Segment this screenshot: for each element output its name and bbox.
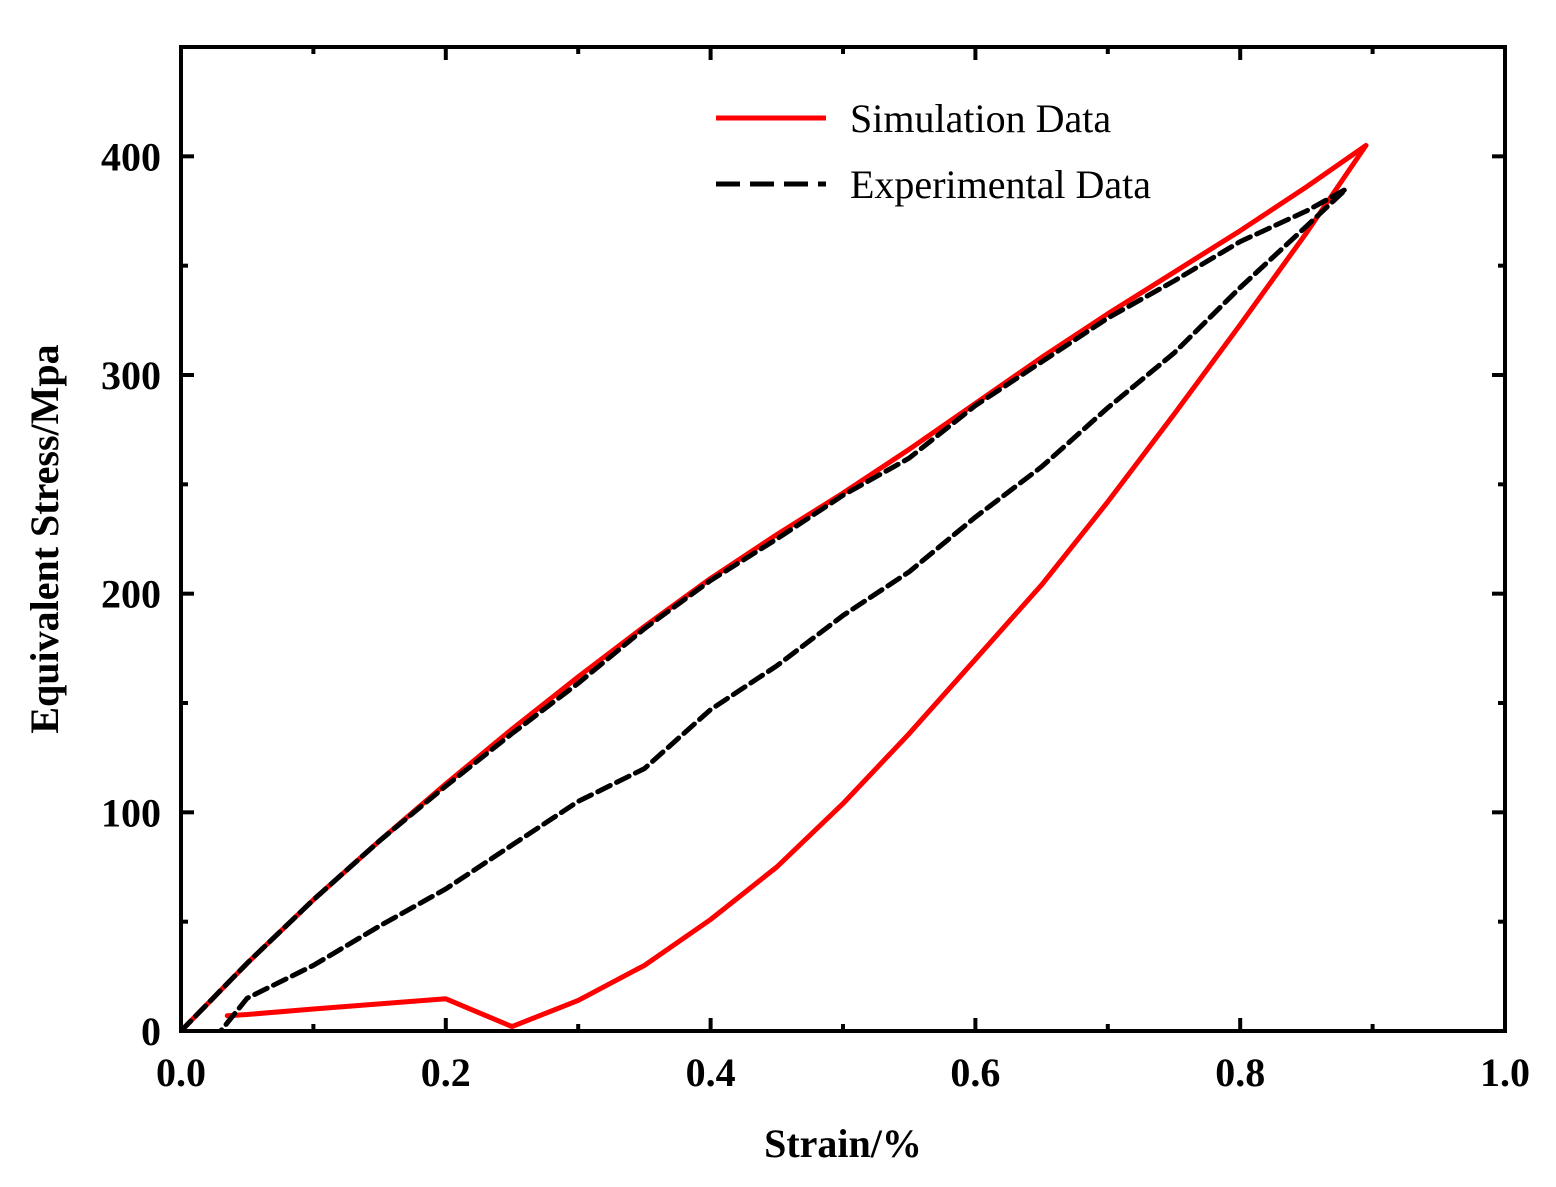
x-tick-label: 1.0	[1480, 1050, 1530, 1095]
axis-ticks	[179, 47, 1507, 1033]
x-tick-label: 0.0	[156, 1050, 206, 1095]
legend-label-experimental: Experimental Data	[850, 162, 1151, 207]
x-tick-label: 0.4	[686, 1050, 736, 1095]
series-line-simulation	[181, 142, 1369, 1031]
series-line-experimental	[181, 186, 1349, 1031]
plot-frame	[179, 45, 1507, 1033]
x-axis-title: Strain/%	[764, 1121, 922, 1166]
legend-label-simulation: Simulation Data	[850, 96, 1111, 141]
series-layer	[181, 142, 1369, 1031]
y-tick-label: 0	[141, 1009, 161, 1054]
y-axis-title: Equivalent Stress/Mpa	[22, 344, 67, 733]
y-tick-label: 300	[101, 353, 161, 398]
x-tick-label: 0.6	[950, 1050, 1000, 1095]
y-tick-label: 400	[101, 134, 161, 179]
x-tick-label: 0.2	[421, 1050, 471, 1095]
legend: Simulation Data Experimental Data	[716, 96, 1151, 207]
y-tick-label: 100	[101, 790, 161, 835]
y-tick-label: 200	[101, 572, 161, 617]
tick-labels: 0.0 0.2 0.4 0.6 0.8 1.0 0 100 200 300 400	[101, 134, 1530, 1095]
x-tick-label: 0.8	[1215, 1050, 1265, 1095]
